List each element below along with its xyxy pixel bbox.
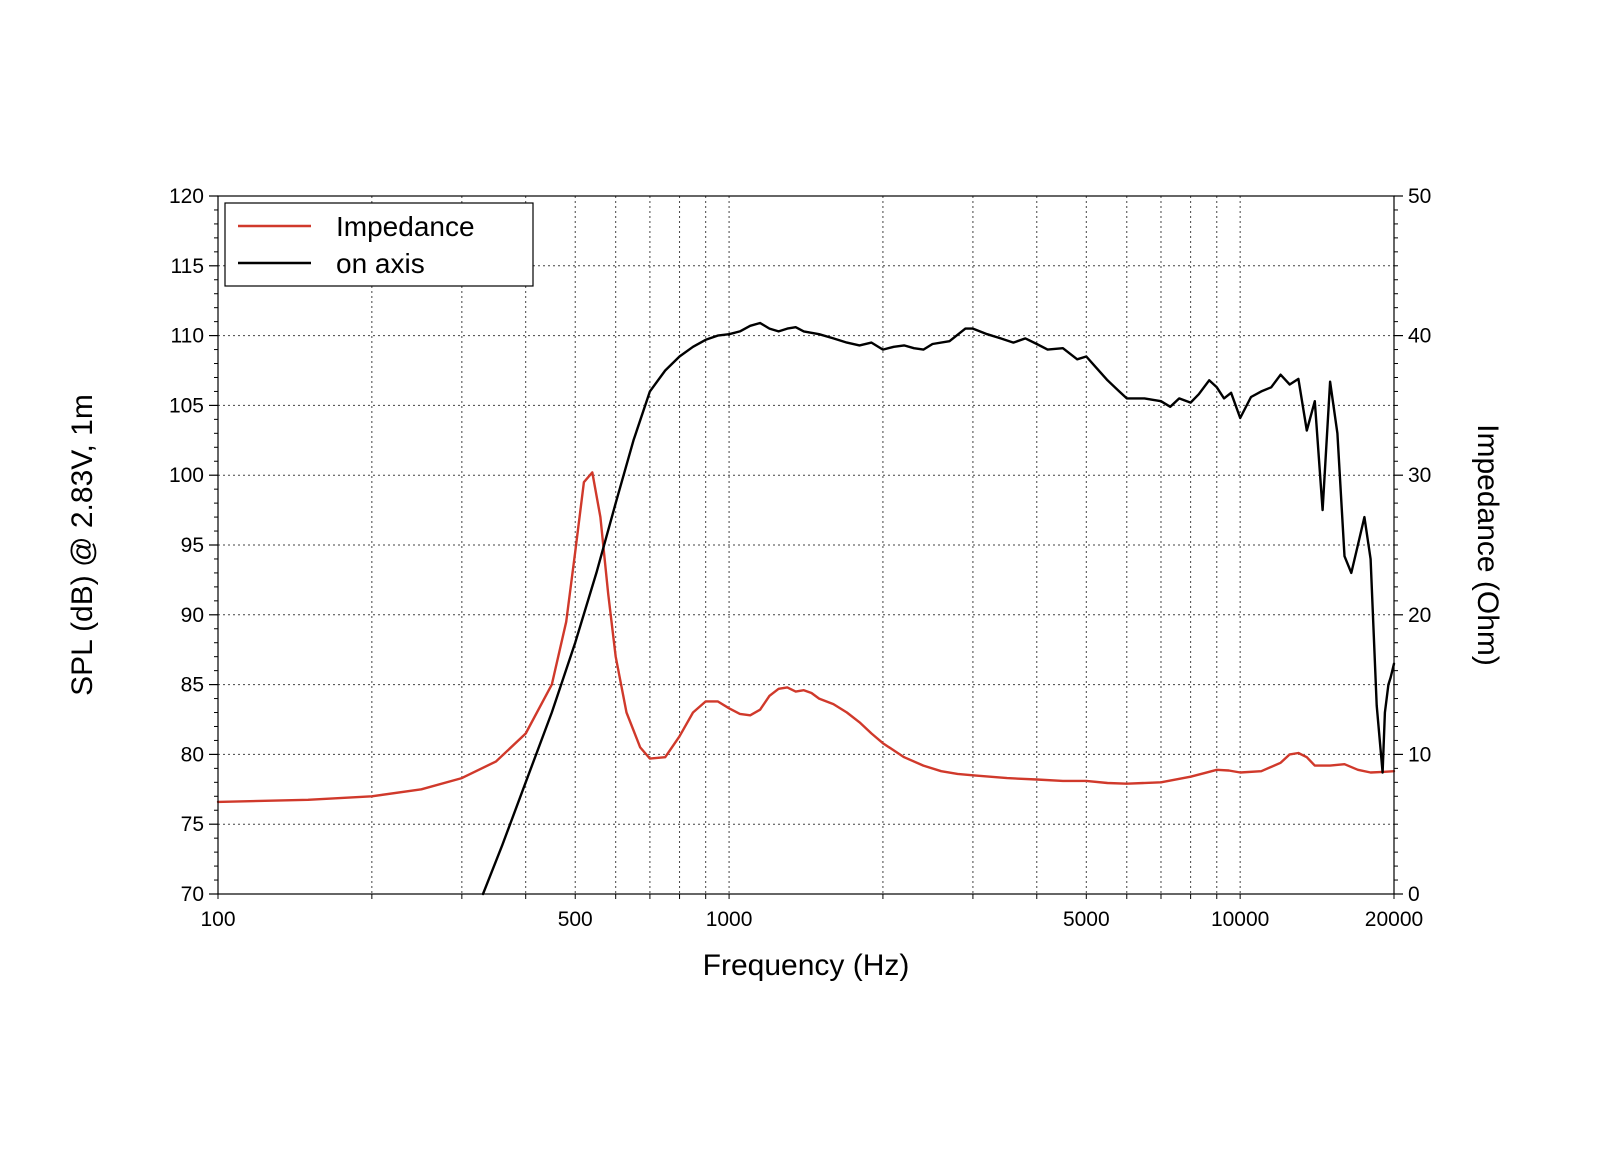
x-tick-label: 5000 — [1063, 908, 1110, 931]
axis-ticks — [209, 195, 1403, 899]
legend-box — [224, 202, 534, 287]
y-tick-label: 90 — [181, 604, 204, 627]
series-line-impedance — [216, 471, 1396, 804]
series-line-on-axis — [481, 321, 1396, 896]
x-tick-label: 500 — [558, 908, 593, 931]
y-tick-label: 110 — [171, 325, 204, 348]
tick-labels: 70 75 80 85 90 95 100 105 110 115 120 0 10 20 30 40 50 10… — [169, 185, 1431, 931]
y2-tick-label: 30 — [1408, 464, 1431, 487]
y-tick-label: 95 — [181, 534, 204, 557]
y-axis-title: SPL (dB) @ 2.83V, 1m — [66, 394, 99, 696]
y-tick-label: 105 — [169, 394, 204, 417]
y-tick-label: 80 — [181, 743, 204, 766]
y2-tick-label: 10 — [1408, 743, 1431, 766]
y-tick-label: 70 — [181, 883, 204, 906]
y-tick-label: 75 — [181, 813, 204, 836]
y-tick-label: 120 — [169, 185, 204, 208]
x-tick-label: 20000 — [1365, 908, 1423, 931]
y2-tick-label: 20 — [1408, 604, 1431, 627]
x-tick-label: 10000 — [1211, 908, 1269, 931]
data-series — [216, 321, 1396, 896]
y-tick-label: 100 — [169, 464, 204, 487]
y2-tick-label: 50 — [1408, 185, 1431, 208]
y-tick-label: 115 — [171, 255, 204, 278]
x-axis-title: Frequency (Hz) — [703, 949, 910, 982]
x-tick-label: 100 — [200, 908, 235, 931]
grid-lines — [218, 196, 1394, 894]
y2-tick-label: 0 — [1408, 883, 1420, 906]
y-tick-label: 85 — [181, 674, 204, 697]
y2-axis-title: Impedance (Ohm) — [1471, 424, 1504, 666]
y2-tick-label: 40 — [1408, 325, 1431, 348]
legend: Impedance on axis — [224, 202, 534, 287]
legend-label-on-axis: on axis — [336, 248, 425, 279]
legend-label-impedance: Impedance — [336, 211, 475, 242]
x-tick-label: 1000 — [706, 908, 753, 931]
